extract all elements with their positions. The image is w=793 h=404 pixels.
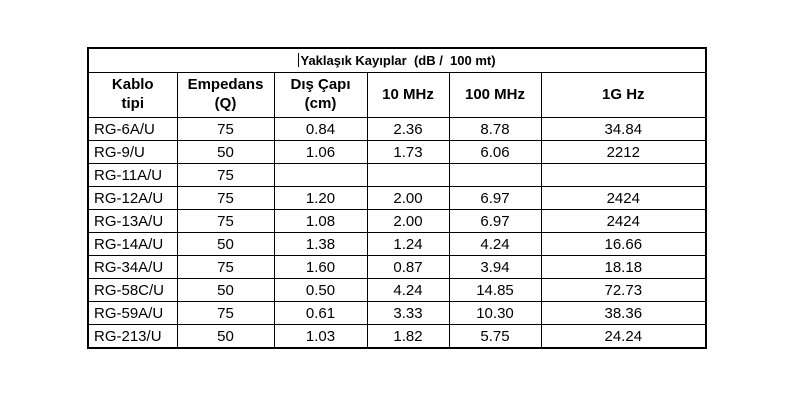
cell-1ghz: 34.84 [540, 117, 707, 141]
header-line: Dış Çapı [290, 76, 351, 94]
cell-10mhz: 4.24 [366, 278, 450, 302]
column-header-kablo-tipi: Kablo tipi [87, 72, 178, 118]
table-row: RG-9/U 50 1.06 1.73 6.06 2212 [87, 140, 707, 164]
header-line: 1G Hz [602, 85, 645, 103]
cell-dis-capi: 1.20 [273, 186, 368, 210]
header-line: (cm) [304, 95, 337, 112]
cable-losses-table: Yaklaşık Kayıplar (dB / 100 mt) Kablo ti… [87, 47, 708, 349]
cell-100mhz: 6.06 [448, 140, 542, 164]
cell-kablo-tipi: RG-12A/U [87, 186, 178, 210]
cell-empedans: 75 [176, 163, 275, 187]
cell-dis-capi: 1.60 [273, 255, 368, 279]
cell-empedans: 50 [176, 278, 275, 302]
cell-empedans: 75 [176, 117, 275, 141]
cell-1ghz: 2212 [540, 140, 707, 164]
text-cursor-icon [298, 53, 300, 67]
cell-kablo-tipi: RG-59A/U [87, 301, 178, 325]
header-line: 100 MHz [464, 85, 526, 103]
cell-100mhz: 10.30 [448, 301, 542, 325]
cell-kablo-tipi: RG-13A/U [87, 209, 178, 233]
cell-1ghz: 24.24 [540, 324, 707, 349]
column-header-row: Kablo tipi Empedans (Q) Dış Çapı (cm) 10… [87, 72, 707, 118]
cell-1ghz: 2424 [540, 209, 707, 233]
table-row: RG-6A/U 75 0.84 2.36 8.78 34.84 [87, 117, 707, 141]
cell-dis-capi: 1.08 [273, 209, 368, 233]
table-title: Yaklaşık Kayıplar (dB / 100 mt) [87, 47, 707, 73]
column-header-empedans: Empedans (Q) [176, 72, 275, 118]
column-header-10mhz: 10 MHz [366, 72, 450, 118]
table-row: RG-58C/U 50 0.50 4.24 14.85 72.73 [87, 278, 707, 302]
cell-kablo-tipi: RG-213/U [87, 324, 178, 349]
header-line: 10 MHz [382, 85, 434, 103]
cell-10mhz: 2.00 [366, 186, 450, 210]
column-header-100mhz: 100 MHz [448, 72, 542, 118]
column-header-1ghz: 1G Hz [540, 72, 707, 118]
cell-1ghz: 72.73 [540, 278, 707, 302]
cell-10mhz: 2.36 [366, 117, 450, 141]
header-line: tipi [121, 95, 145, 112]
cell-10mhz: 0.87 [366, 255, 450, 279]
header-line: Kablo [111, 76, 154, 94]
cell-100mhz: 3.94 [448, 255, 542, 279]
cell-kablo-tipi: RG-11A/U [87, 163, 178, 187]
cell-empedans: 75 [176, 186, 275, 210]
table-row: RG-59A/U 75 0.61 3.33 10.30 38.36 [87, 301, 707, 325]
cell-100mhz [448, 163, 542, 187]
cell-100mhz: 4.24 [448, 232, 542, 256]
title-row: Yaklaşık Kayıplar (dB / 100 mt) [87, 47, 707, 73]
cell-empedans: 75 [176, 255, 275, 279]
cell-dis-capi: 0.61 [273, 301, 368, 325]
header-line: (Q) [214, 95, 237, 112]
cell-10mhz: 1.24 [366, 232, 450, 256]
cell-100mhz: 6.97 [448, 186, 542, 210]
cell-dis-capi: 1.38 [273, 232, 368, 256]
cell-empedans: 75 [176, 301, 275, 325]
cell-dis-capi [273, 163, 368, 187]
cell-100mhz: 14.85 [448, 278, 542, 302]
cell-100mhz: 6.97 [448, 209, 542, 233]
header-line: Empedans [187, 76, 264, 94]
cell-empedans: 50 [176, 140, 275, 164]
table-row: RG-12A/U 75 1.20 2.00 6.97 2424 [87, 186, 707, 210]
cell-dis-capi: 0.84 [273, 117, 368, 141]
cell-dis-capi: 1.03 [273, 324, 368, 349]
cell-100mhz: 8.78 [448, 117, 542, 141]
table-row: RG-213/U 50 1.03 1.82 5.75 24.24 [87, 324, 707, 349]
cell-1ghz [540, 163, 707, 187]
cell-10mhz: 2.00 [366, 209, 450, 233]
cell-kablo-tipi: RG-9/U [87, 140, 178, 164]
cell-kablo-tipi: RG-58C/U [87, 278, 178, 302]
cell-kablo-tipi: RG-14A/U [87, 232, 178, 256]
table-title-text: Yaklaşık Kayıplar (dB / 100 mt) [300, 53, 496, 68]
cell-1ghz: 38.36 [540, 301, 707, 325]
table-row: RG-13A/U 75 1.08 2.00 6.97 2424 [87, 209, 707, 233]
cell-empedans: 50 [176, 232, 275, 256]
cell-100mhz: 5.75 [448, 324, 542, 349]
cell-empedans: 50 [176, 324, 275, 349]
cell-10mhz [366, 163, 450, 187]
cell-1ghz: 16.66 [540, 232, 707, 256]
table-row: RG-34A/U 75 1.60 0.87 3.94 18.18 [87, 255, 707, 279]
table-row: RG-14A/U 50 1.38 1.24 4.24 16.66 [87, 232, 707, 256]
cell-10mhz: 1.73 [366, 140, 450, 164]
cell-kablo-tipi: RG-34A/U [87, 255, 178, 279]
cell-kablo-tipi: RG-6A/U [87, 117, 178, 141]
column-header-dis-capi: Dış Çapı (cm) [273, 72, 368, 118]
cell-10mhz: 1.82 [366, 324, 450, 349]
cell-10mhz: 3.33 [366, 301, 450, 325]
cell-1ghz: 18.18 [540, 255, 707, 279]
cell-empedans: 75 [176, 209, 275, 233]
table-row: RG-11A/U 75 [87, 163, 707, 187]
cell-1ghz: 2424 [540, 186, 707, 210]
cell-dis-capi: 1.06 [273, 140, 368, 164]
cell-dis-capi: 0.50 [273, 278, 368, 302]
